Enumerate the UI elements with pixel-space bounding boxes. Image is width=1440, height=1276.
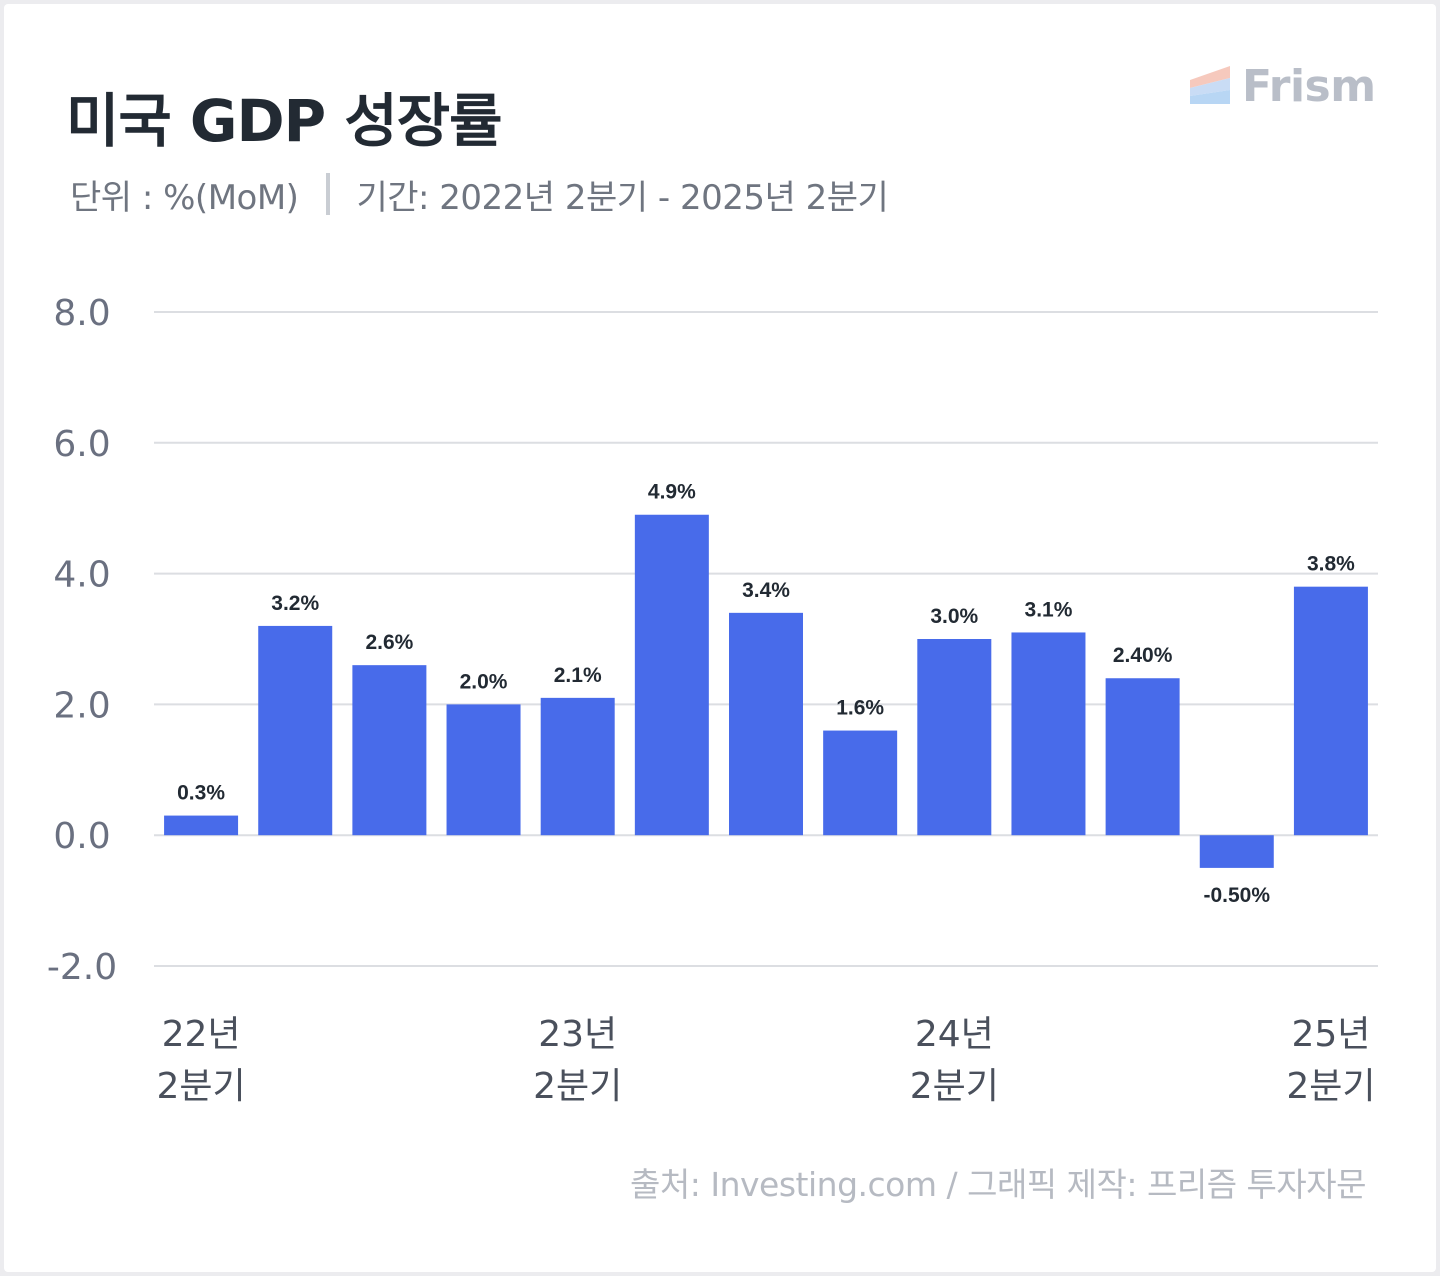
chart-subtitle: 단위 : %(MoM) 기간: 2022년 2분기 - 2025년 2분기: [70, 172, 889, 218]
data-label: 1.6%: [836, 697, 884, 720]
y-tick-label: -2.0: [47, 947, 117, 988]
bar: [634, 514, 709, 836]
bar: [823, 730, 898, 836]
x-tick-label-year: 23년: [538, 1014, 617, 1055]
x-tick-label-year: 22년: [162, 1014, 241, 1055]
bar: [1199, 835, 1274, 868]
subtitle-divider: [326, 173, 331, 215]
bar: [1011, 632, 1086, 836]
bar: [729, 612, 803, 836]
chart-card: [4, 4, 1436, 1272]
logo-text: Frism: [1242, 60, 1376, 112]
y-tick-label: 0.0: [53, 816, 110, 857]
x-tick-label-quarter: 2분기: [910, 1066, 999, 1107]
data-label: 2.6%: [365, 631, 413, 654]
bar: [352, 665, 427, 836]
data-label: 2.40%: [1113, 644, 1173, 667]
frism-logo-icon: [1190, 66, 1230, 104]
x-tick-label-quarter: 2분기: [1286, 1066, 1375, 1107]
chart-title: 미국 GDP 성장률: [66, 87, 502, 155]
data-label: 4.9%: [648, 481, 696, 504]
data-label: -0.50%: [1203, 884, 1270, 907]
x-tick-label-quarter: 2분기: [533, 1066, 622, 1107]
data-label: 0.3%: [177, 782, 225, 805]
y-tick-label: 6.0: [53, 424, 110, 465]
data-label: 3.0%: [930, 605, 978, 628]
bar: [540, 697, 615, 836]
y-tick-label: 8.0: [53, 293, 110, 334]
data-label: 2.0%: [460, 670, 508, 693]
period-label: 기간: 2022년 2분기 - 2025년 2분기: [356, 177, 889, 218]
source-credit: 출처: Investing.com / 그래픽 제작: 프리즘 투자자문: [630, 1165, 1366, 1204]
y-tick-label: 4.0: [53, 555, 110, 596]
bar: [164, 815, 239, 836]
data-label: 3.8%: [1307, 553, 1355, 576]
bar: [446, 704, 521, 836]
bar: [258, 625, 333, 836]
y-tick-label: 2.0: [53, 685, 110, 726]
bar: [1105, 678, 1180, 836]
data-label: 3.1%: [1025, 598, 1073, 621]
data-label: 3.2%: [271, 592, 319, 615]
data-label: 3.4%: [742, 579, 790, 602]
x-tick-label-year: 25년: [1291, 1014, 1370, 1055]
bar: [917, 639, 992, 836]
data-label: 2.1%: [554, 664, 602, 687]
x-tick-label-quarter: 2분기: [156, 1066, 245, 1107]
bar: [1293, 586, 1368, 836]
x-tick-label-year: 24년: [915, 1014, 994, 1055]
unit-label: 단위 : %(MoM): [70, 177, 299, 218]
frism-logo: Frism: [1190, 60, 1376, 112]
bar-chart: 8.0 6.0 4.0 2.0 0.0 -2.0 0.3% 3.2% 2.6% 2.0% 2.1% 4…: [47, 293, 1378, 1107]
